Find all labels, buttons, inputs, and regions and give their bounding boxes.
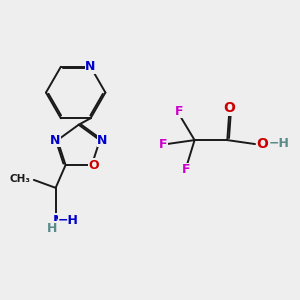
Text: −H: −H	[58, 214, 79, 226]
Text: O: O	[88, 159, 99, 172]
Text: CH₃: CH₃	[10, 174, 31, 184]
Text: N: N	[50, 134, 60, 147]
Text: N: N	[97, 134, 107, 147]
Text: −H: −H	[269, 137, 290, 150]
Text: O: O	[223, 101, 235, 116]
Text: F: F	[182, 163, 190, 176]
Text: H: H	[46, 221, 57, 235]
Text: F: F	[159, 138, 167, 151]
Text: N: N	[53, 214, 64, 228]
Text: F: F	[175, 105, 183, 118]
Text: O: O	[256, 137, 268, 151]
Text: N: N	[85, 60, 96, 73]
